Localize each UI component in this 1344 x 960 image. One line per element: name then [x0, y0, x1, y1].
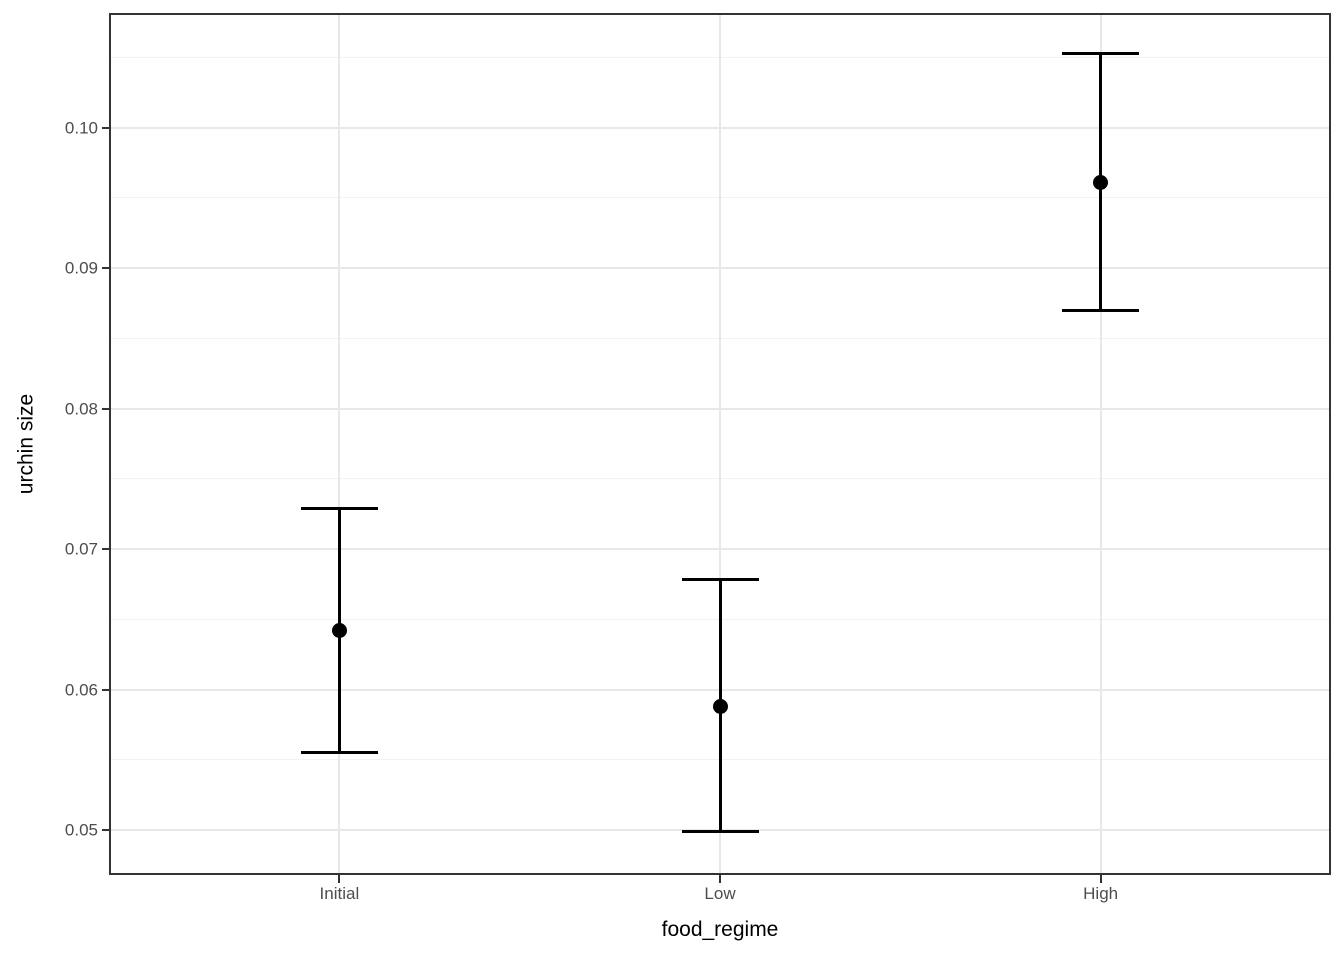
- plot-panel: [109, 13, 1331, 875]
- y-tick-label: 0.05: [64, 820, 98, 840]
- y-axis-title: urchin size: [14, 393, 38, 495]
- gridline-major-x: [719, 15, 721, 873]
- x-tick-mark: [1099, 875, 1102, 883]
- y-tick-label: 0.08: [64, 399, 98, 419]
- gridline-major-x: [338, 15, 341, 873]
- errorbar-cap-top: [1062, 51, 1140, 55]
- errorbar-cap-bottom: [300, 751, 378, 755]
- y-tick-mark: [102, 829, 110, 831]
- errorbar-cap-top: [681, 578, 759, 582]
- y-tick-mark: [102, 126, 110, 129]
- y-tick-label: 0.09: [64, 258, 98, 278]
- x-tick-label: High: [1083, 884, 1119, 903]
- y-tick-label: 0.06: [64, 680, 98, 699]
- y-tick-label: 0.07: [64, 539, 98, 559]
- point-estimate: [1093, 174, 1109, 190]
- errorbar-cap-top: [300, 506, 378, 510]
- x-tick-mark: [719, 875, 721, 883]
- errorbar-cap-bottom: [1062, 308, 1140, 312]
- errorbar-cap-bottom: [681, 829, 759, 833]
- x-tick-mark: [338, 875, 341, 883]
- x-tick-label: Initial: [319, 884, 360, 903]
- y-tick-mark: [102, 548, 110, 551]
- gridline-major-x: [1099, 15, 1102, 873]
- y-tick-mark: [102, 407, 110, 410]
- y-tick-mark: [102, 267, 110, 270]
- point-estimate: [331, 623, 347, 638]
- x-axis-title: food_regime: [661, 918, 779, 941]
- y-tick-label: 0.10: [64, 118, 98, 138]
- x-tick-label: Low: [704, 884, 736, 903]
- point-estimate: [712, 698, 728, 714]
- y-tick-mark: [102, 688, 110, 691]
